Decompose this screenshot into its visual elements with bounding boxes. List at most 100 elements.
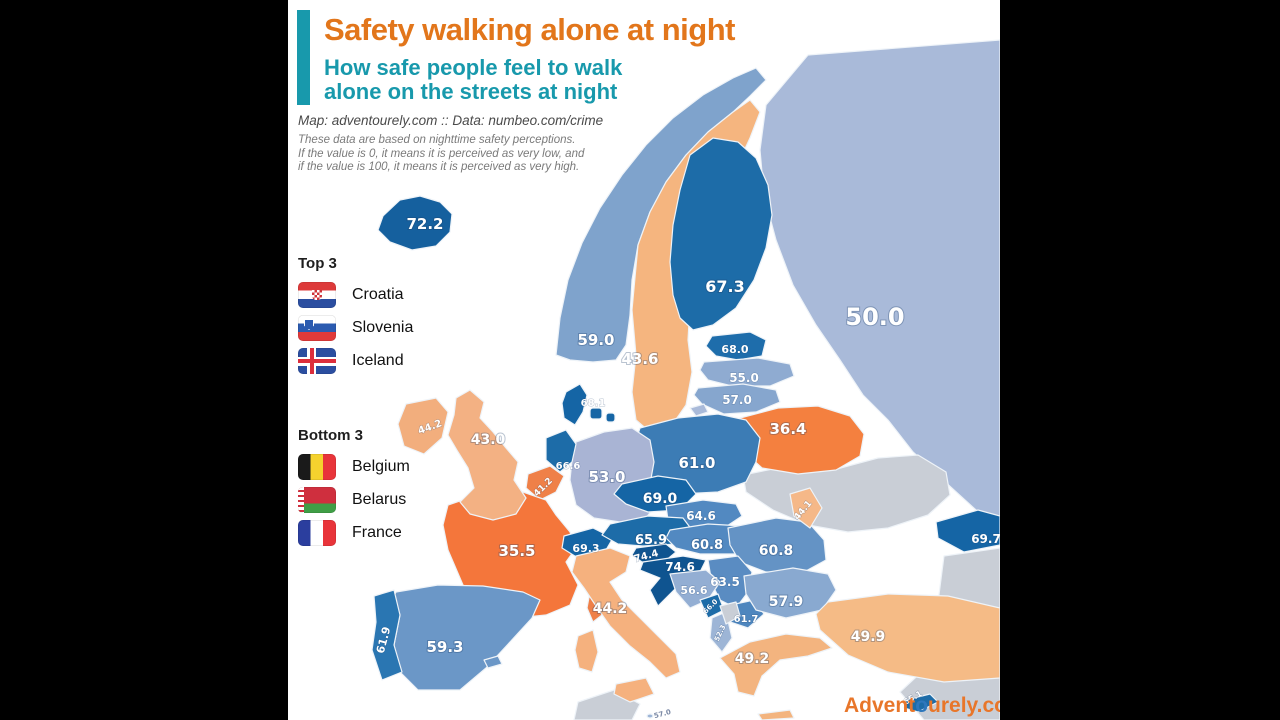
kaliningrad-shape (689, 403, 709, 417)
sicily-shape (613, 677, 655, 703)
serbia-value: 63.5 (710, 575, 740, 589)
top3-row-slovenia: Slovenia (298, 315, 413, 341)
country-spain-shape (393, 584, 541, 691)
slovenia-flag-icon (298, 315, 336, 341)
belgium-flag-icon (298, 454, 336, 480)
latvia-value: 55.0 (729, 371, 759, 385)
norway-value: 59.0 (577, 331, 614, 349)
denmark-island-2 (605, 412, 616, 423)
brand-watermark: Adventourely.com (844, 694, 1000, 718)
country-lithuania-shape (693, 383, 781, 415)
sardinia-shape (574, 629, 599, 673)
hungary-value: 60.8 (691, 538, 723, 553)
country-cyprus-shape (903, 693, 939, 713)
methodology-note: These data are based on nighttime safety… (298, 134, 584, 175)
georgia-value: 69.7 (971, 532, 1000, 546)
subtitle-line-1: How safe people feel to walk (324, 55, 623, 80)
country-denmark-shape (561, 383, 588, 426)
poland-value: 61.0 (678, 454, 715, 472)
croatia-checkerboard (312, 290, 322, 300)
bottom3-label-belarus: Belarus (352, 491, 407, 508)
country-netherlands-shape (545, 429, 577, 473)
russia-value: 50.0 (845, 303, 904, 331)
turkey-value: 49.9 (851, 629, 886, 645)
belarus-flag-icon (298, 487, 336, 513)
top3-label-slovenia: Slovenia (352, 319, 414, 336)
slovakia-value: 64.6 (686, 509, 716, 523)
country-georgia-shape (935, 509, 1000, 553)
europe-map: 72.2 59.0 43.6 67.3 50.0 68.0 55.0 57.0 … (371, 39, 1000, 720)
top3-label-iceland: Iceland (352, 352, 404, 369)
top3-title: Top 3 (298, 255, 337, 272)
country-iceland-shape (377, 195, 453, 251)
country-greece-shape (719, 633, 833, 697)
country-norway-shape (555, 67, 767, 363)
denmark-island (589, 407, 603, 420)
finland-value: 67.3 (705, 277, 744, 296)
source-credit: Map: adventourely.com :: Data: numbeo.co… (298, 113, 604, 128)
page-title: Safety walking alone at night (324, 12, 735, 47)
note-line-3: if the value is 100, it means it is perc… (298, 161, 580, 174)
watermark-o-glyph: o (915, 694, 929, 717)
france-flag-icon (298, 520, 336, 546)
belarus-value: 36.4 (769, 420, 806, 438)
sweden-value: 43.6 (621, 350, 658, 368)
subtitle-line-2: alone on the streets at night (324, 78, 618, 104)
czechia-value: 69.0 (643, 491, 678, 507)
spain-value: 59.3 (426, 638, 463, 656)
letterbox-left (0, 0, 288, 720)
country-finland-shape (669, 137, 773, 331)
balearic-shape (483, 655, 503, 669)
country-romania-shape (727, 517, 827, 573)
slovenia-crest (304, 319, 314, 330)
germany-value: 53.0 (588, 468, 625, 486)
iceland-cross-h-red (298, 359, 336, 363)
country-moldova-shape (789, 487, 823, 529)
kosovo-shape (719, 601, 741, 625)
bottom3-row-france: France (298, 520, 402, 546)
iceland-value: 72.2 (406, 215, 443, 233)
iceland-flag-icon (298, 348, 336, 374)
top3-label-croatia: Croatia (352, 286, 404, 303)
netherlands-value: 66.6 (556, 461, 581, 472)
uk-value: 43.0 (471, 432, 506, 448)
note-line-2: If the value is 0, it means it is percei… (298, 147, 585, 160)
bottom3-label-belgium: Belgium (352, 458, 410, 475)
note-line-1: These data are based on nighttime safety… (298, 134, 576, 146)
croatia-flag-icon (298, 282, 336, 308)
watermark-suffix: urely.com (928, 694, 1000, 717)
country-uk-shape (447, 389, 527, 521)
bottom3-row-belarus: Belarus (298, 487, 406, 513)
bulgaria-value: 57.9 (769, 594, 804, 610)
austria-value: 65.9 (635, 533, 667, 548)
france-value: 35.5 (498, 542, 535, 560)
top3-row-iceland: Iceland (298, 348, 404, 374)
watermark-prefix: Advent (844, 694, 916, 717)
crete-shape (757, 709, 795, 720)
letterbox-right (1000, 0, 1280, 720)
bottom3-row-belgium: Belgium (298, 454, 410, 480)
bottom3-title: Bottom 3 (298, 427, 363, 444)
country-latvia-shape (699, 357, 795, 387)
malta-value: 57.0 (653, 708, 672, 720)
iceland-cross-v-red (309, 348, 314, 374)
switzerland-value: 69.3 (572, 542, 599, 555)
belarus-ornament-strip (298, 487, 304, 513)
italy-value: 44.2 (593, 601, 628, 617)
page-subtitle: How safe people feel to walk alone on th… (324, 56, 622, 104)
top3-row-croatia: Croatia (298, 282, 404, 308)
denmark-value: 68.1 (581, 398, 606, 409)
country-italy-shape (571, 547, 681, 679)
malta-shape (646, 713, 654, 719)
greece-value: 49.2 (735, 651, 770, 667)
title-accent-bar (297, 10, 310, 105)
country-ireland-shape (397, 397, 449, 455)
estonia-value: 68.0 (721, 343, 748, 356)
country-belgium-shape (525, 465, 565, 501)
croatia-value: 74.6 (665, 560, 695, 574)
bottom3-label-france: France (352, 524, 402, 541)
romania-value: 60.8 (759, 543, 794, 559)
country-turkey-shape (815, 593, 1000, 683)
bosnia-value: 56.6 (680, 584, 707, 597)
